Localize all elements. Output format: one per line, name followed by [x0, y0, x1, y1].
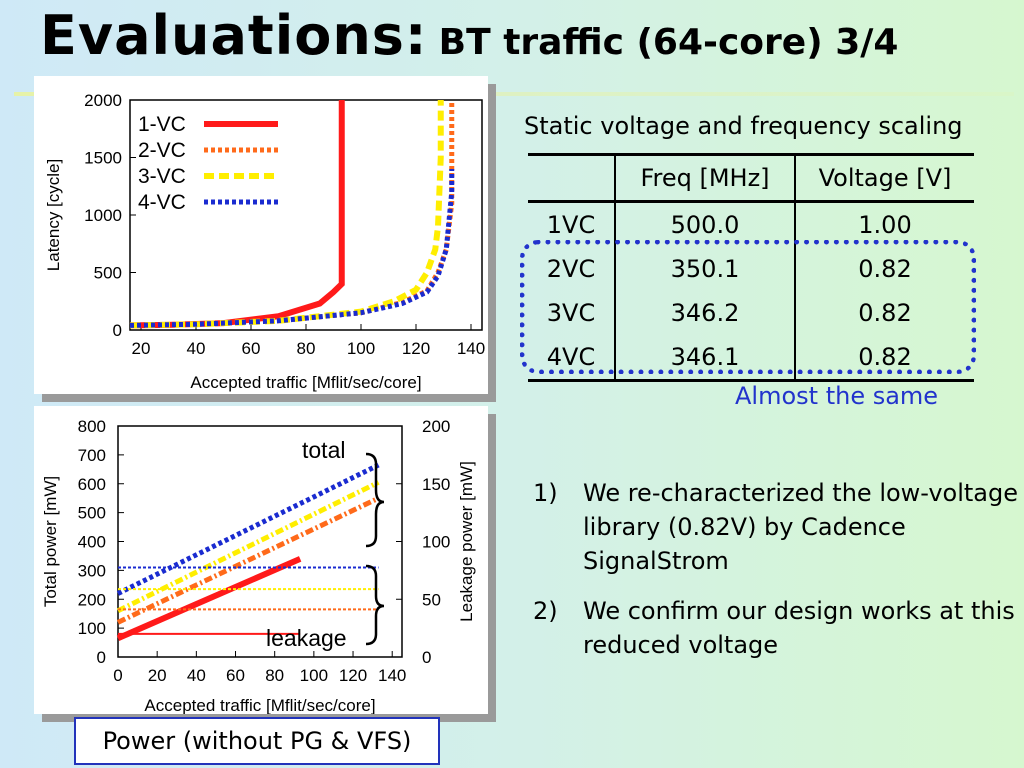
highlight-note: Almost the same	[735, 382, 939, 410]
x-axis-label: Accepted traffic [Mflit/sec/core]	[190, 373, 421, 392]
table-header-freq: Freq [MHz]	[615, 154, 796, 203]
x-tick-label: 60	[242, 339, 261, 358]
y-tick-label: 2000	[84, 91, 122, 110]
y-tick-label: 1000	[84, 206, 122, 225]
table-cell-freq: 350.1	[615, 247, 796, 291]
series-line-total-4-vc	[116, 462, 380, 596]
y2-tick-label: 150	[422, 475, 450, 494]
annotation-leakage: leakage	[266, 625, 347, 651]
note-text: We confirm our design works at this redu…	[583, 597, 1015, 659]
x-tick-label: 140	[457, 339, 485, 358]
x-tick-label: 0	[113, 666, 122, 685]
slide-title: Evaluations: BT traffic (64-core) 3/4	[40, 4, 898, 67]
x-tick-label: 120	[402, 339, 430, 358]
latency-chart-panel: 20 40 60 80 100 120 140 0 500 1000 1500 2000 Accepte…	[34, 76, 488, 394]
note-number: 1)	[533, 479, 558, 507]
table-header-voltage: Voltage [V]	[795, 154, 974, 203]
table-header-blank	[528, 154, 616, 203]
latency-chart: 20 40 60 80 100 120 140 0 500 1000 1500 2000 Accepte…	[44, 91, 485, 392]
y2-tick-label: 200	[422, 417, 450, 436]
table-cell-voltage: 0.82	[858, 255, 912, 283]
x-tick-label: 20	[132, 339, 151, 358]
table-cell-label: 3VC	[528, 291, 616, 335]
table-cell-label: 2VC	[528, 247, 616, 291]
y-tick-label: 100	[78, 619, 106, 638]
x-tick-label: 120	[339, 666, 367, 685]
series-line-total-3-vc	[116, 480, 380, 614]
y-tick-label: 0	[97, 648, 106, 667]
slide-title-sub: BT traffic (64-core) 3/4	[438, 22, 899, 63]
x-tick-label: 140	[378, 666, 406, 685]
legend-label: 4-VC	[138, 191, 186, 214]
table-row: 3VC 346.2 0.82	[528, 291, 974, 335]
x-tick-label: 100	[347, 339, 375, 358]
x-tick-label: 100	[300, 666, 328, 685]
table-cell-freq: 500.0	[615, 201, 796, 247]
legend-label: 3-VC	[138, 165, 186, 188]
series-line-total-2-vc	[116, 495, 380, 625]
y-tick-label: 400	[78, 533, 106, 552]
series-line-4-vc	[129, 169, 455, 328]
y2-tick-label: 100	[422, 533, 450, 552]
leakage-brace	[365, 564, 385, 646]
legend-label: 2-VC	[138, 139, 186, 162]
total-brace	[365, 452, 385, 548]
note-number: 2)	[533, 597, 558, 625]
series-line-total-1-vc	[116, 556, 302, 641]
table-row: 2VC 350.1 0.82	[528, 247, 974, 291]
y-tick-label: 800	[78, 417, 106, 436]
y-tick-label: 1500	[84, 149, 122, 168]
y-tick-label: 500	[78, 504, 106, 523]
title-underline	[14, 92, 1014, 96]
highlight-box	[520, 240, 976, 374]
table-header-row: Freq [MHz] Voltage [V]	[528, 154, 974, 203]
legend-label: 1-VC	[138, 113, 186, 136]
note-text: We re-characterized the low-voltage libr…	[583, 479, 1018, 575]
table-row: 1VC 500.0 1.00	[528, 201, 974, 247]
y-tick-label: 500	[94, 264, 122, 283]
y-tick-label: 700	[78, 446, 106, 465]
x-tick-label: 60	[226, 666, 245, 685]
slide-title-main: Evaluations:	[40, 4, 428, 67]
y-tick-label: 0	[113, 321, 122, 340]
power-chart: 0 20 40 60 80 100 120 1400100200300400500600700…	[41, 417, 476, 714]
table-caption: Static voltage and frequency scaling	[524, 112, 963, 140]
table-cell-voltage: 1.00	[858, 211, 912, 239]
table-cell-voltage: 0.82	[858, 299, 912, 327]
y2-tick-label: 0	[422, 648, 431, 667]
y-tick-label: 600	[78, 475, 106, 494]
table-cell-freq: 346.2	[615, 291, 796, 335]
y-axis-label: Total power [mW]	[41, 476, 60, 607]
y2-axis-label: Leakage power [mW]	[457, 461, 476, 622]
x-tick-label: 80	[297, 339, 316, 358]
x-axis-label: Accepted traffic [Mflit/sec/core]	[144, 696, 375, 714]
table-cell-voltage: 0.82	[858, 343, 912, 371]
x-tick-label: 80	[265, 666, 284, 685]
x-tick-label: 20	[148, 666, 167, 685]
x-tick-label: 40	[187, 339, 206, 358]
table-cell-label: 1VC	[528, 201, 616, 247]
power-chart-panel: 0 20 40 60 80 100 120 140 0 100 200 300 400 500 600 700…	[34, 406, 488, 714]
x-tick-label: 40	[187, 666, 206, 685]
y-tick-label: 300	[78, 561, 106, 580]
y-tick-label: 200	[78, 590, 106, 609]
power-caption: Power (without PG & VFS)	[74, 717, 440, 765]
annotation-total: total	[302, 437, 345, 463]
y2-tick-label: 50	[422, 590, 441, 609]
y-axis-label: Latency [cycle]	[44, 159, 63, 271]
